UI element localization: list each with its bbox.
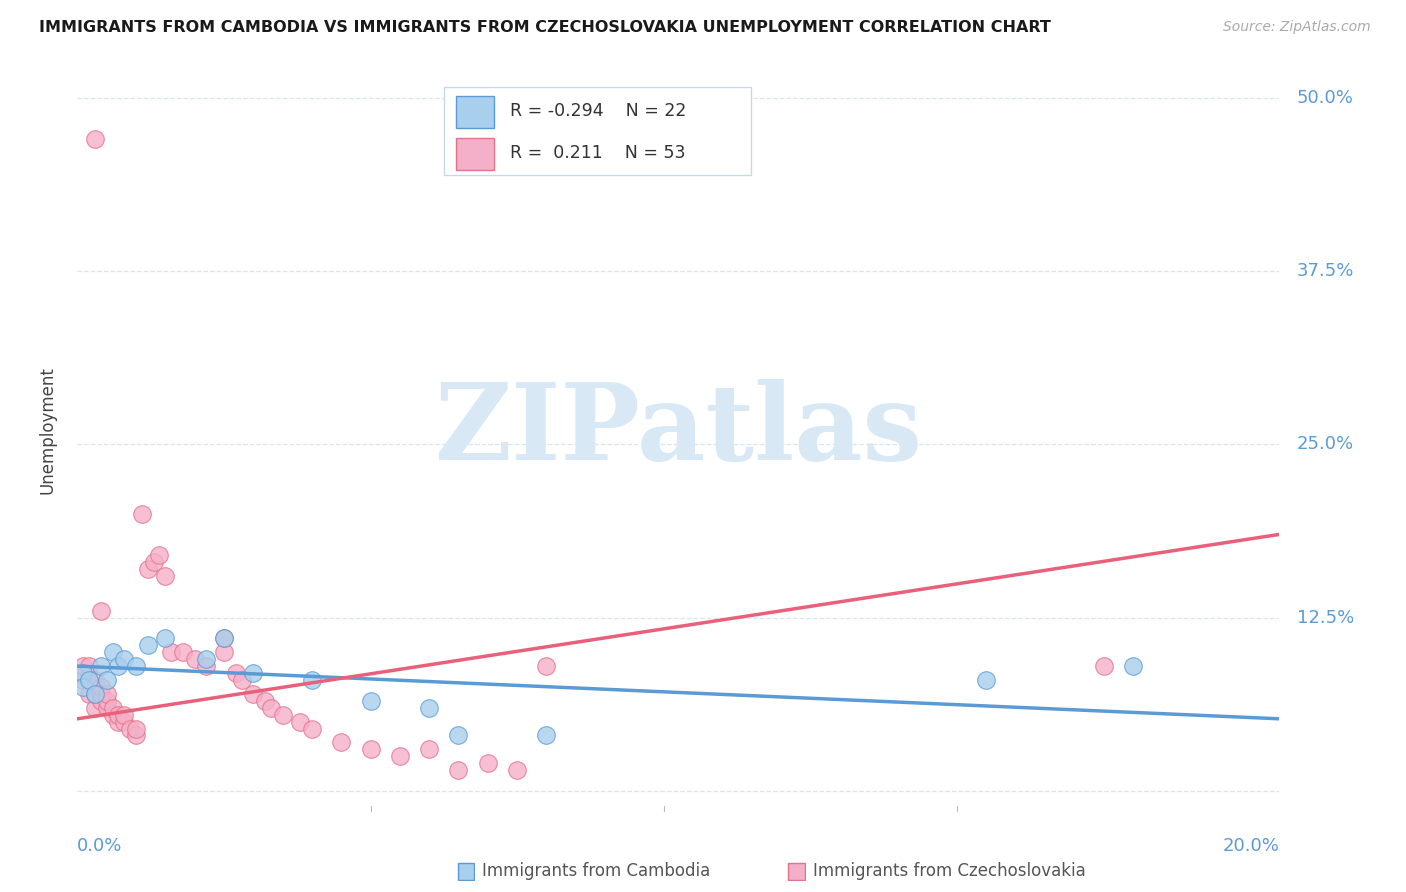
Point	[148, 548, 170, 562]
Text: Immigrants from Czechoslovakia: Immigrants from Czechoslovakia	[813, 863, 1085, 880]
Point	[477, 756, 499, 771]
Text: Unemployment: Unemployment	[38, 367, 56, 494]
Point	[330, 735, 353, 749]
Point	[271, 707, 294, 722]
Point	[242, 666, 264, 681]
Text: R = -0.294    N = 22: R = -0.294 N = 22	[510, 102, 686, 120]
Point	[101, 707, 124, 722]
Point	[536, 728, 558, 742]
Point	[96, 700, 118, 714]
Point	[418, 742, 440, 756]
Point	[260, 700, 283, 714]
Point	[301, 673, 323, 687]
Point	[225, 666, 247, 681]
Point	[107, 659, 129, 673]
Point	[131, 507, 153, 521]
Point	[72, 673, 94, 687]
FancyBboxPatch shape	[444, 87, 751, 175]
Point	[72, 680, 94, 694]
Point	[90, 687, 112, 701]
Point	[84, 673, 107, 687]
Text: 25.0%: 25.0%	[1298, 435, 1354, 453]
Point	[125, 659, 148, 673]
Point	[90, 680, 112, 694]
Point	[1122, 659, 1144, 673]
Point	[195, 659, 218, 673]
Point	[84, 687, 107, 701]
Text: ZIPatlas: ZIPatlas	[434, 379, 922, 482]
Point	[160, 645, 183, 659]
Point	[72, 659, 94, 673]
Point	[388, 749, 411, 764]
Point	[112, 707, 135, 722]
Point	[72, 666, 94, 681]
Point	[84, 687, 107, 701]
Text: 12.5%: 12.5%	[1298, 608, 1354, 626]
Point	[90, 604, 112, 618]
Point	[101, 645, 124, 659]
Text: Immigrants from Cambodia: Immigrants from Cambodia	[482, 863, 710, 880]
Point	[212, 632, 235, 646]
Text: Source: ZipAtlas.com: Source: ZipAtlas.com	[1223, 20, 1371, 34]
Point	[90, 659, 112, 673]
Point	[172, 645, 194, 659]
Text: 37.5%: 37.5%	[1298, 262, 1354, 280]
Point	[418, 700, 440, 714]
Point	[195, 652, 218, 666]
Point	[77, 673, 100, 687]
Point	[107, 714, 129, 729]
Point	[253, 694, 276, 708]
FancyBboxPatch shape	[456, 95, 495, 128]
Point	[84, 132, 107, 146]
Point	[96, 673, 118, 687]
Point	[155, 569, 177, 583]
Point	[212, 632, 235, 646]
Point	[142, 555, 165, 569]
Point	[125, 728, 148, 742]
Point	[231, 673, 253, 687]
Point	[212, 645, 235, 659]
FancyBboxPatch shape	[456, 137, 495, 169]
Point	[107, 707, 129, 722]
Text: 0.0%: 0.0%	[77, 837, 122, 855]
Point	[447, 728, 470, 742]
Point	[288, 714, 311, 729]
Point	[120, 722, 142, 736]
Point	[112, 652, 135, 666]
Point	[77, 659, 100, 673]
Text: 20.0%: 20.0%	[1223, 837, 1279, 855]
Point	[536, 659, 558, 673]
Point	[1092, 659, 1115, 673]
Point	[84, 700, 107, 714]
Point	[360, 742, 382, 756]
Point	[125, 722, 148, 736]
Point	[96, 694, 118, 708]
Point	[242, 687, 264, 701]
Point	[136, 638, 159, 652]
Point	[447, 763, 470, 777]
Point	[155, 632, 177, 646]
Point	[90, 694, 112, 708]
Point	[974, 673, 997, 687]
Point	[506, 763, 529, 777]
Point	[77, 673, 100, 687]
Point	[96, 687, 118, 701]
Point	[101, 700, 124, 714]
Point	[301, 722, 323, 736]
Point	[112, 714, 135, 729]
Point	[360, 694, 382, 708]
Point	[136, 562, 159, 576]
Point	[77, 687, 100, 701]
Text: 50.0%: 50.0%	[1298, 88, 1354, 106]
Text: R =  0.211    N = 53: R = 0.211 N = 53	[510, 144, 686, 162]
Point	[183, 652, 205, 666]
Text: IMMIGRANTS FROM CAMBODIA VS IMMIGRANTS FROM CZECHOSLOVAKIA UNEMPLOYMENT CORRELAT: IMMIGRANTS FROM CAMBODIA VS IMMIGRANTS F…	[39, 20, 1052, 35]
